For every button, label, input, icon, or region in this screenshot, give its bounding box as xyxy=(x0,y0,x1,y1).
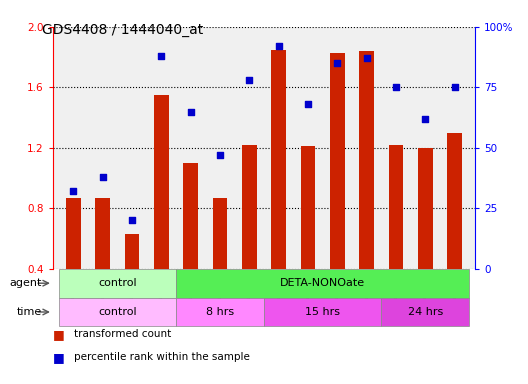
Bar xyxy=(96,198,110,269)
Bar xyxy=(381,298,469,326)
Bar xyxy=(300,146,315,269)
Point xyxy=(216,152,224,158)
Bar xyxy=(271,50,286,269)
Point xyxy=(362,55,371,61)
Point xyxy=(392,84,400,91)
Bar xyxy=(447,133,462,269)
Bar xyxy=(66,198,81,269)
Point xyxy=(69,188,78,194)
Text: 15 hrs: 15 hrs xyxy=(305,307,340,317)
Text: ■: ■ xyxy=(53,328,64,341)
Point xyxy=(245,77,253,83)
Text: time: time xyxy=(17,307,42,317)
Bar xyxy=(125,234,139,269)
Bar xyxy=(176,269,469,298)
Text: agent: agent xyxy=(10,278,42,288)
Bar xyxy=(360,51,374,269)
Text: control: control xyxy=(98,307,137,317)
Bar xyxy=(418,148,432,269)
Bar xyxy=(183,163,198,269)
Point xyxy=(275,43,283,49)
Bar xyxy=(213,198,228,269)
Text: transformed count: transformed count xyxy=(74,329,171,339)
Point xyxy=(98,174,107,180)
Text: DETA-NONOate: DETA-NONOate xyxy=(280,278,365,288)
Bar xyxy=(389,145,403,269)
Text: 8 hrs: 8 hrs xyxy=(206,307,234,317)
Point xyxy=(421,116,430,122)
Bar xyxy=(264,298,381,326)
Point xyxy=(128,217,136,223)
Bar xyxy=(154,95,168,269)
Bar xyxy=(59,298,176,326)
Bar xyxy=(242,145,257,269)
Text: 24 hrs: 24 hrs xyxy=(408,307,443,317)
Text: GDS4408 / 1444040_at: GDS4408 / 1444040_at xyxy=(42,23,203,37)
Text: control: control xyxy=(98,278,137,288)
Point xyxy=(304,101,312,108)
Point xyxy=(157,53,166,59)
Bar xyxy=(330,53,345,269)
Bar xyxy=(176,298,264,326)
Point xyxy=(186,109,195,115)
Bar xyxy=(59,269,176,298)
Text: percentile rank within the sample: percentile rank within the sample xyxy=(74,352,250,362)
Point xyxy=(450,84,459,91)
Point xyxy=(333,60,342,66)
Text: ■: ■ xyxy=(53,351,64,364)
